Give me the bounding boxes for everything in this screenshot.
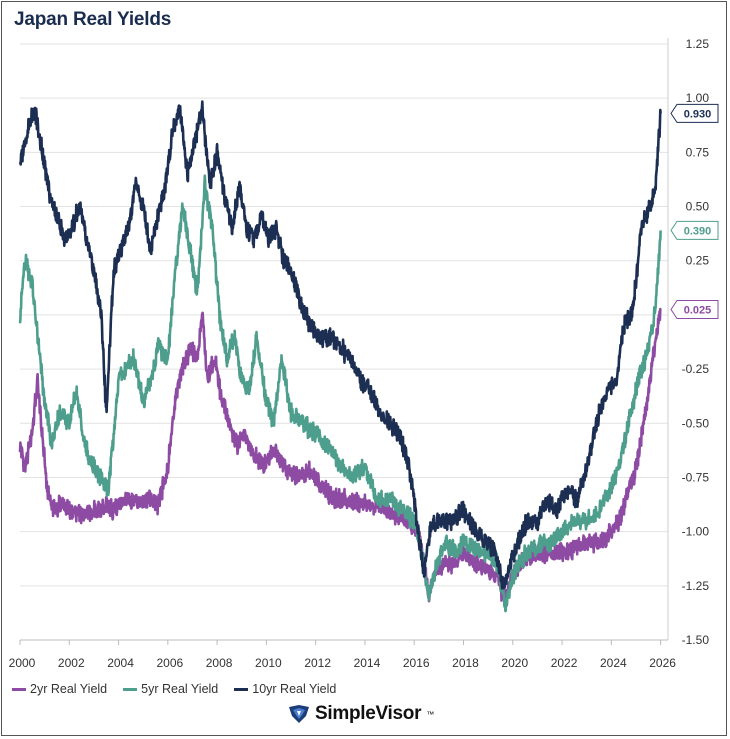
legend-item-5yr[interactable]: 5yr Real Yield [123, 682, 218, 696]
series-line-2yr [18, 307, 662, 603]
legend: 2yr Real Yield 5yr Real Yield 10yr Real … [12, 682, 336, 696]
y-tick-label: -0.75 [682, 470, 710, 484]
end-label-value: 0.930 [684, 108, 712, 120]
series-line-5yr [18, 174, 662, 613]
legend-item-2yr[interactable]: 2yr Real Yield [12, 682, 107, 696]
legend-label-5yr: 5yr Real Yield [141, 682, 219, 696]
end-labels: 0.025 0.390 0.930 [670, 103, 719, 319]
x-tick-label: 2012 [304, 656, 331, 670]
y-tick-label: 0.50 [686, 200, 710, 214]
y-tick-label: 0.75 [686, 145, 710, 159]
legend-swatch-10yr [234, 687, 249, 691]
y-tick-label: 0.25 [686, 254, 710, 268]
legend-label-10yr: 10yr Real Yield [252, 682, 337, 696]
end-label-box [670, 299, 719, 319]
legend-swatch-2yr [12, 687, 26, 691]
y-tick-label: -0.50 [682, 416, 710, 430]
y-tick-label: -1.50 [682, 633, 710, 647]
legend-label-2yr: 2yr Real Yield [30, 682, 108, 696]
x-tick-label: 2020 [501, 656, 528, 670]
y-tick-label: 1.00 [686, 91, 710, 105]
brand-name: SimpleVisor [315, 703, 422, 724]
chart-title: Japan Real Yields [14, 9, 172, 30]
x-tick-label: 2002 [58, 656, 85, 670]
x-tick-label: 2016 [403, 656, 430, 670]
end-label-box [670, 220, 719, 240]
x-tick-label: 2000 [9, 656, 36, 670]
x-tick-label: 2018 [452, 656, 479, 670]
x-tick-label: 2008 [206, 656, 233, 670]
brand-logo: SimpleVisor ™ [288, 703, 434, 725]
y-axis: 1.251.000.750.500.250.00-0.25-0.50-0.75-… [667, 37, 710, 647]
brand-trademark: ™ [426, 709, 435, 719]
y-tick-label: 1.25 [686, 37, 710, 51]
x-tick-label: 2014 [354, 656, 381, 670]
x-tick-label: 2004 [107, 656, 134, 670]
y-tick-label: -0.25 [682, 362, 710, 376]
legend-item-10yr[interactable]: 10yr Real Yield [234, 682, 336, 696]
series-lines [18, 100, 662, 613]
end-label-value: 0.390 [684, 225, 712, 237]
x-tick-label: 2006 [156, 656, 183, 670]
legend-swatch-5yr [123, 687, 138, 691]
eagle-icon [289, 705, 309, 723]
y-tick-label: -1.25 [682, 579, 710, 593]
end-label-value: 0.025 [684, 304, 712, 316]
x-tick-label: 2024 [600, 656, 627, 670]
end-label-box [670, 103, 719, 123]
y-tick-label: -1.00 [682, 525, 710, 539]
x-axis: 2000 2002 2004 2006 2008 2010 2012 2014 2016 2018… [9, 639, 676, 670]
series-line-10yr [18, 100, 662, 590]
x-tick-label: 2026 [649, 656, 676, 670]
x-tick-label: 2022 [551, 656, 578, 670]
x-tick-label: 2010 [255, 656, 282, 670]
